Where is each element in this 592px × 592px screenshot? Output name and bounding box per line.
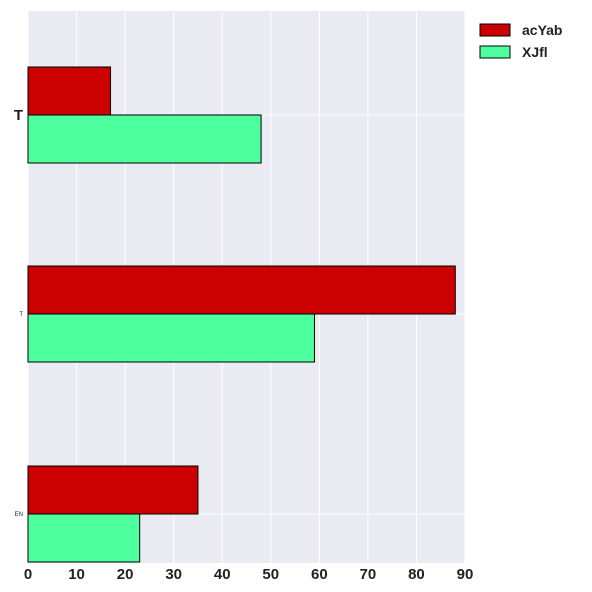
y-tick-label-0: T xyxy=(14,107,23,124)
x-tick-label-5: 50 xyxy=(262,566,279,583)
legend: acYab XJfl xyxy=(479,22,562,60)
bar-acYab-2 xyxy=(27,465,199,515)
x-tick-label-1: 10 xyxy=(68,566,85,583)
bar-acYab-1 xyxy=(27,265,456,315)
legend-swatch-acYab xyxy=(479,23,511,37)
y-tick-label-1: T xyxy=(19,312,23,318)
x-tick-label-2: 20 xyxy=(117,566,134,583)
legend-label-XJfl: XJfl xyxy=(522,44,548,60)
x-tick-label-6: 60 xyxy=(311,566,328,583)
x-tick-label-3: 30 xyxy=(165,566,182,583)
legend-label-acYab: acYab xyxy=(522,22,562,38)
x-tick-label-9: 90 xyxy=(457,566,474,583)
bar-XJfl-1 xyxy=(27,313,315,363)
bar-XJfl-0 xyxy=(27,114,262,164)
bar-XJfl-2 xyxy=(27,513,141,563)
x-axis-ticks: 0 10 20 30 40 50 60 70 80 90 xyxy=(24,566,474,583)
x-tick-label-0: 0 xyxy=(24,566,32,583)
y-axis-ticks: T T EN xyxy=(14,107,24,518)
x-tick-label-4: 40 xyxy=(214,566,231,583)
y-tick-label-2: EN xyxy=(15,512,23,518)
bars xyxy=(27,66,456,563)
legend-swatch-XJfl xyxy=(479,45,511,59)
bar-acYab-0 xyxy=(27,66,112,116)
x-tick-label-8: 80 xyxy=(408,566,425,583)
x-tick-label-7: 70 xyxy=(360,566,377,583)
